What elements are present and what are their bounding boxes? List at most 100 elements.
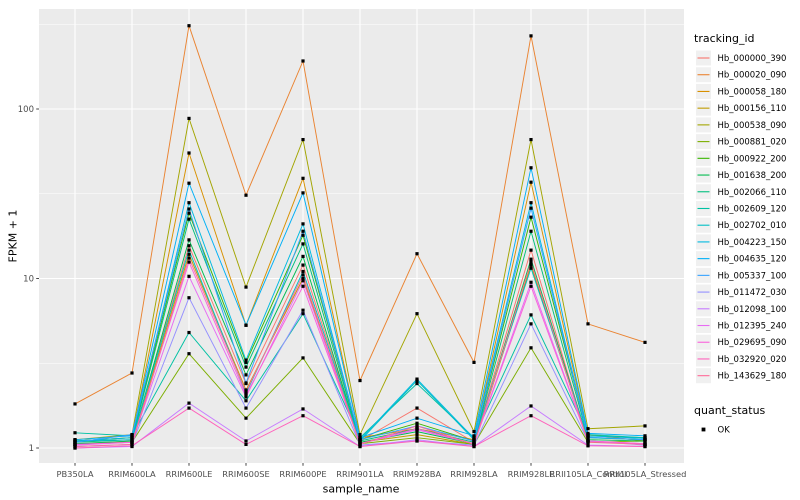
data-point <box>529 248 533 252</box>
legend-label-Hb_143629_180: Hb_143629_180 <box>718 372 787 382</box>
data-point <box>643 444 647 449</box>
data-point <box>187 330 191 335</box>
data-point <box>244 406 248 410</box>
data-point <box>130 436 134 440</box>
data-point <box>529 414 533 418</box>
data-point <box>301 137 305 142</box>
x-tick-label: RRIM901LA <box>336 469 384 479</box>
data-point <box>244 365 248 369</box>
x-tick-label: RRIM928BA <box>393 469 442 479</box>
data-point <box>244 399 248 403</box>
data-point <box>301 407 305 411</box>
data-point <box>187 116 191 121</box>
data-point <box>301 233 305 237</box>
data-point <box>472 442 476 447</box>
data-point <box>244 442 248 447</box>
legend-label-Hb_000058_180: Hb_000058_180 <box>718 87 787 97</box>
data-point <box>415 312 419 316</box>
data-point <box>244 393 248 397</box>
x-tick-label: RRIM600LE <box>166 469 213 479</box>
legend-label-Hb_004635_120: Hb_004635_120 <box>718 255 787 265</box>
data-point <box>529 257 533 261</box>
data-point <box>529 322 533 326</box>
data-point <box>301 191 305 195</box>
legend-label-Hb_000156_110: Hb_000156_110 <box>718 104 787 114</box>
data-point <box>301 242 305 246</box>
data-point <box>643 442 647 447</box>
x-tick-label: RRII105LA_Stressed <box>604 469 687 479</box>
legend-label-Hb_032920_020: Hb_032920_020 <box>718 355 787 365</box>
data-point <box>130 440 134 444</box>
data-point <box>472 360 476 364</box>
data-point <box>187 181 191 185</box>
data-point <box>472 439 476 443</box>
data-point <box>415 427 419 431</box>
data-point <box>301 176 305 180</box>
data-point <box>586 435 590 439</box>
data-point <box>187 274 191 278</box>
data-point <box>244 395 248 399</box>
data-point <box>187 352 191 356</box>
data-point <box>301 222 305 226</box>
data-point <box>529 137 533 142</box>
data-point <box>73 438 77 442</box>
data-point <box>472 444 476 449</box>
legend-label-Hb_011472_030: Hb_011472_030 <box>718 288 787 298</box>
data-point <box>187 256 191 260</box>
data-point <box>415 406 419 410</box>
data-point <box>472 434 476 438</box>
legend-label-Hb_002609_120: Hb_002609_120 <box>718 204 787 214</box>
data-point <box>529 313 533 317</box>
data-point <box>529 229 533 233</box>
data-point <box>415 432 419 437</box>
data-point <box>244 358 248 362</box>
x-tick-label: RRII105LA_Control <box>550 469 627 479</box>
data-point <box>187 151 191 155</box>
legend-title-quant-status: quant_status <box>694 404 766 417</box>
data-point <box>586 427 590 431</box>
data-point <box>187 244 191 248</box>
data-point <box>244 360 248 364</box>
legend-label-Hb_005337_100: Hb_005337_100 <box>718 271 787 281</box>
data-point <box>187 248 191 252</box>
data-point <box>187 252 191 256</box>
data-point <box>301 414 305 418</box>
data-point <box>586 322 590 326</box>
data-point <box>244 323 248 327</box>
x-tick-label: RRIM928LA <box>450 469 498 479</box>
data-point <box>472 436 476 440</box>
data-point <box>187 238 191 242</box>
legend-label-Hb_002702_010: Hb_002702_010 <box>718 221 787 231</box>
data-point <box>358 442 362 447</box>
data-point <box>415 436 419 440</box>
data-point <box>529 404 533 408</box>
data-point <box>130 438 134 442</box>
x-tick-label: RRIM600SE <box>222 469 269 479</box>
data-point <box>301 279 305 283</box>
legend-label-Hb_004223_150: Hb_004223_150 <box>718 238 787 248</box>
data-point <box>529 266 533 270</box>
data-point <box>586 440 590 444</box>
data-point <box>586 431 590 435</box>
legend-label-Hb_000881_020: Hb_000881_020 <box>718 138 787 148</box>
data-point <box>415 421 419 425</box>
data-point <box>301 229 305 233</box>
data-point <box>415 439 419 443</box>
legend-label-Hb_012098_100: Hb_012098_100 <box>718 305 787 315</box>
data-point <box>244 193 248 197</box>
x-tick-label: RRIM600PE <box>279 469 326 479</box>
data-point <box>301 276 305 281</box>
data-point <box>472 429 476 434</box>
data-point <box>301 254 305 259</box>
data-point <box>529 284 533 288</box>
data-point <box>358 444 362 449</box>
y-axis-title: FPKM + 1 <box>6 209 20 263</box>
data-point <box>187 201 191 205</box>
data-point <box>415 381 419 386</box>
data-point <box>244 388 248 392</box>
data-point <box>529 346 533 350</box>
data-point <box>301 312 305 316</box>
data-point <box>73 402 77 406</box>
data-point <box>244 416 248 420</box>
